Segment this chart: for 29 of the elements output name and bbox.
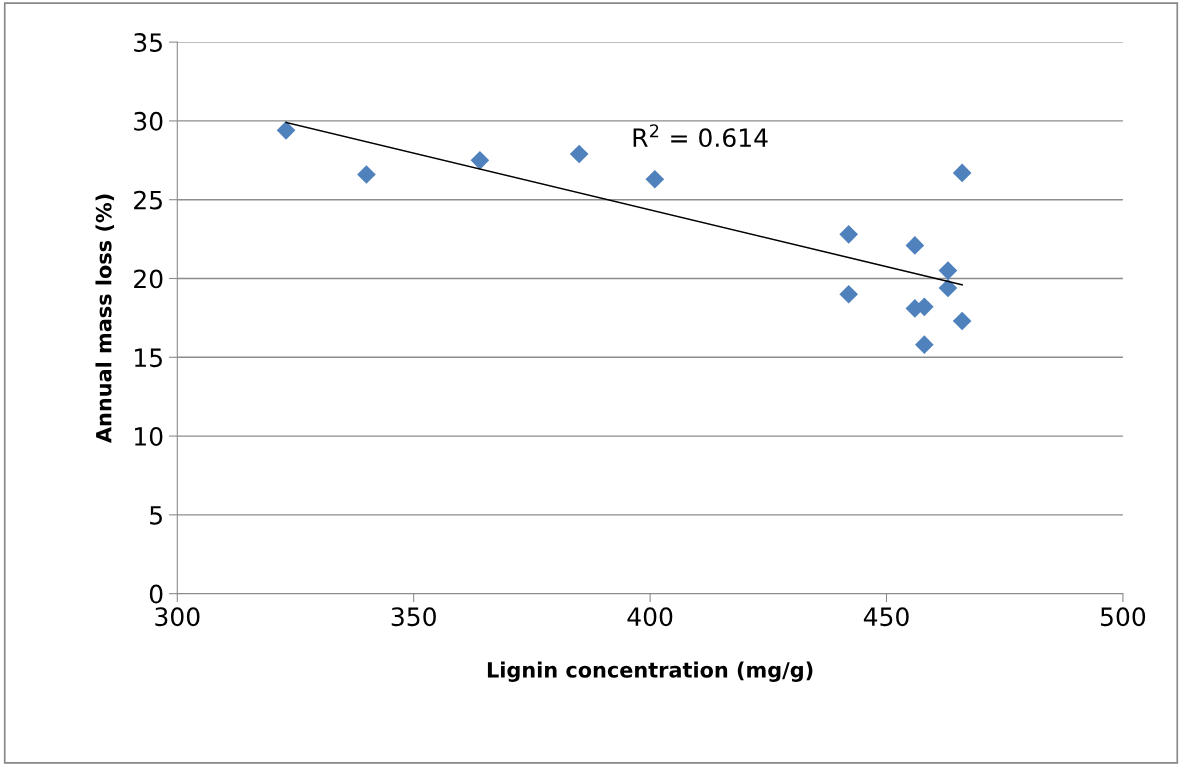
y-tick-label: 25 <box>134 190 162 210</box>
point <box>645 169 665 189</box>
y-tick-label: 20 <box>134 269 163 289</box>
x-tick-label: 500 <box>1100 607 1146 627</box>
y-axis-title: Annual mass loss (%) <box>95 194 115 443</box>
point <box>905 236 925 255</box>
y-tick-label: 5 <box>150 506 162 525</box>
point <box>952 311 972 331</box>
point <box>915 335 934 354</box>
point <box>938 278 958 298</box>
point <box>357 165 376 184</box>
point <box>839 225 858 244</box>
point <box>470 151 490 170</box>
x-tick-label: 450 <box>863 607 909 627</box>
point <box>276 121 296 140</box>
y-tick-label: 35 <box>134 33 162 52</box>
x-axis-title: Lignin concentration (mg/g) <box>487 661 813 682</box>
y-tick-label: 30 <box>134 111 163 131</box>
y-tick-label: 10 <box>135 427 163 446</box>
point <box>952 163 972 183</box>
point <box>938 261 958 280</box>
y-tick-label: 0 <box>149 584 163 604</box>
x-tick-label: 400 <box>627 607 673 627</box>
x-tick-label: 350 <box>391 607 436 627</box>
annotation: R$^{2}$ = 0.614 <box>633 124 768 148</box>
x-tick-label: 300 <box>155 607 200 627</box>
y-tick-label: 15 <box>135 348 162 368</box>
point <box>569 144 589 164</box>
point <box>839 284 858 304</box>
